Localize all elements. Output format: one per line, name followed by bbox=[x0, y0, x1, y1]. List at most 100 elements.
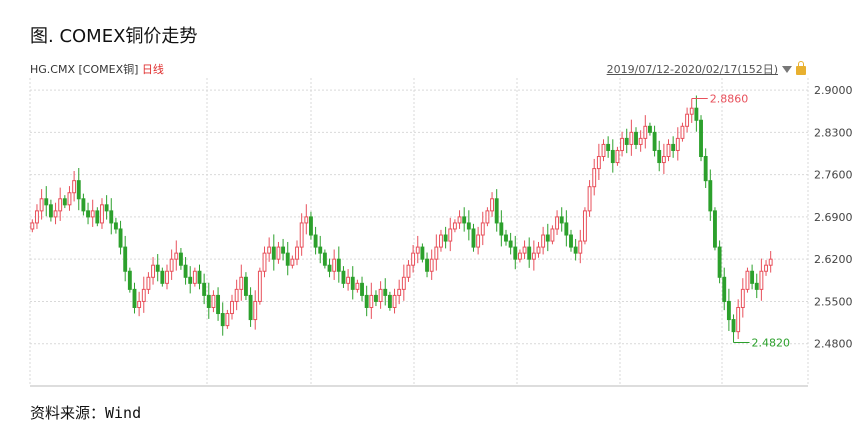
candle bbox=[462, 207, 467, 232]
candle bbox=[86, 202, 90, 225]
candle-body bbox=[550, 228, 555, 242]
date-range-link[interactable]: 2019/07/12-2020/02/17(152日) bbox=[606, 63, 778, 76]
candle-body bbox=[722, 276, 727, 302]
candle-body bbox=[202, 282, 207, 296]
candle bbox=[197, 264, 202, 290]
candle bbox=[350, 266, 355, 300]
candle bbox=[211, 290, 216, 313]
candle-body bbox=[332, 258, 337, 272]
candle bbox=[188, 266, 193, 294]
candle bbox=[281, 238, 286, 261]
candle-body bbox=[397, 288, 402, 296]
candle bbox=[178, 248, 183, 270]
candle-body bbox=[564, 222, 569, 236]
y-tick-label: 2.4800 bbox=[814, 338, 853, 351]
candle bbox=[336, 246, 341, 283]
candle-body bbox=[276, 246, 281, 260]
candle bbox=[257, 267, 262, 305]
candle-body bbox=[113, 222, 118, 230]
candle bbox=[183, 257, 188, 285]
candle-body bbox=[457, 216, 462, 224]
candle bbox=[661, 143, 666, 174]
candle bbox=[383, 278, 388, 306]
period-label[interactable]: 日线 bbox=[141, 63, 164, 76]
candle-body bbox=[76, 180, 81, 200]
candle-body bbox=[415, 246, 420, 254]
candle bbox=[582, 207, 587, 245]
candle bbox=[508, 232, 513, 255]
candle bbox=[666, 139, 671, 162]
candle-body bbox=[476, 234, 481, 248]
annotations: 2.8860 2.4820 bbox=[691, 93, 790, 350]
candle bbox=[610, 139, 615, 173]
candle-body bbox=[192, 270, 197, 284]
candle bbox=[378, 281, 383, 309]
candle-body bbox=[480, 222, 485, 236]
candle bbox=[624, 128, 629, 154]
y-tick-label: 2.6900 bbox=[814, 211, 853, 224]
candle bbox=[513, 235, 518, 270]
candle bbox=[262, 246, 267, 278]
candle-body bbox=[318, 246, 323, 254]
dropdown-triangle-icon[interactable] bbox=[782, 65, 792, 73]
candle-body bbox=[72, 180, 77, 194]
candle-body bbox=[243, 276, 248, 296]
candle bbox=[206, 282, 211, 319]
candle bbox=[736, 299, 741, 339]
candle bbox=[192, 267, 197, 287]
candle bbox=[573, 238, 578, 261]
candle-body bbox=[220, 313, 225, 327]
candle bbox=[471, 223, 476, 252]
candle-body bbox=[527, 246, 532, 260]
candle bbox=[309, 211, 313, 240]
candle-body bbox=[569, 234, 573, 248]
candle-body bbox=[671, 143, 676, 151]
candle-body bbox=[299, 222, 304, 248]
candle-body bbox=[680, 125, 685, 139]
candle-body bbox=[643, 125, 648, 139]
candle bbox=[332, 249, 337, 280]
candle-body bbox=[350, 276, 355, 290]
candle-body bbox=[606, 143, 611, 151]
candle bbox=[35, 204, 39, 229]
candle bbox=[564, 210, 569, 247]
candle-body bbox=[257, 270, 262, 302]
candle-body bbox=[253, 300, 258, 321]
candle bbox=[406, 260, 411, 282]
candle-body bbox=[118, 228, 123, 248]
lock-icon[interactable] bbox=[796, 60, 806, 75]
candle bbox=[620, 131, 625, 157]
candle-body bbox=[466, 222, 471, 230]
candle-body bbox=[555, 216, 560, 230]
candle-body bbox=[545, 234, 550, 242]
candle bbox=[67, 186, 72, 211]
candle bbox=[369, 282, 374, 319]
candle-body bbox=[661, 156, 666, 164]
candle-body bbox=[736, 306, 741, 333]
candle bbox=[322, 249, 327, 269]
candle-body bbox=[267, 246, 272, 254]
candle bbox=[104, 195, 109, 220]
y-tick-label: 2.5500 bbox=[814, 295, 853, 308]
candle-body bbox=[401, 276, 406, 290]
candle-body bbox=[369, 294, 374, 308]
candle bbox=[643, 115, 648, 149]
candle bbox=[434, 234, 439, 271]
candle bbox=[248, 287, 253, 327]
candle bbox=[448, 217, 453, 252]
candle bbox=[694, 95, 699, 132]
candle-body bbox=[754, 282, 759, 290]
grid-lines bbox=[29, 78, 809, 386]
candle bbox=[146, 272, 151, 294]
candle-body bbox=[448, 228, 453, 242]
candle bbox=[44, 186, 49, 217]
candle bbox=[39, 189, 44, 220]
candle bbox=[76, 167, 81, 211]
candle bbox=[151, 257, 155, 285]
y-tick-label: 2.8300 bbox=[814, 126, 853, 139]
candle bbox=[555, 210, 560, 235]
candle-body bbox=[517, 252, 522, 260]
candle bbox=[267, 237, 272, 262]
candle bbox=[443, 226, 448, 249]
candle-body bbox=[295, 246, 299, 260]
